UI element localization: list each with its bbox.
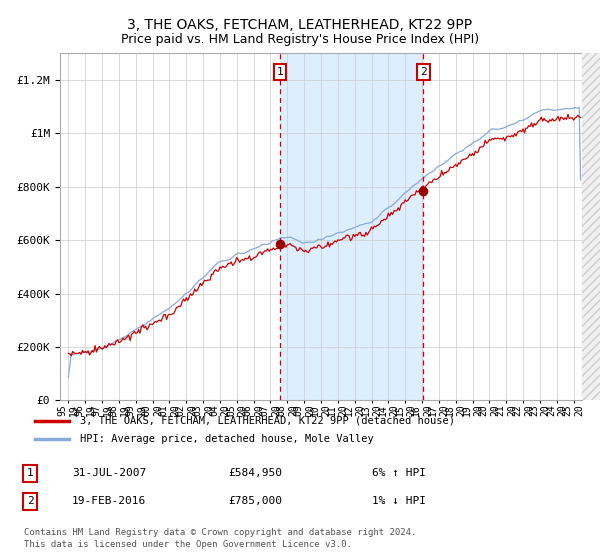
Text: £785,000: £785,000 [228, 496, 282, 506]
Text: 3, THE OAKS, FETCHAM, LEATHERHEAD, KT22 9PP: 3, THE OAKS, FETCHAM, LEATHERHEAD, KT22 … [127, 18, 473, 32]
Bar [280, 53, 424, 400]
Text: Price paid vs. HM Land Registry's House Price Index (HPI): Price paid vs. HM Land Registry's House … [121, 32, 479, 46]
Text: £584,950: £584,950 [228, 468, 282, 478]
Text: 19-FEB-2016: 19-FEB-2016 [72, 496, 146, 506]
Text: 1: 1 [26, 468, 34, 478]
Text: 6% ↑ HPI: 6% ↑ HPI [372, 468, 426, 478]
Text: 31-JUL-2007: 31-JUL-2007 [72, 468, 146, 478]
Text: HPI: Average price, detached house, Mole Valley: HPI: Average price, detached house, Mole… [80, 434, 374, 444]
Text: 3, THE OAKS, FETCHAM, LEATHERHEAD, KT22 9PP (detached house): 3, THE OAKS, FETCHAM, LEATHERHEAD, KT22 … [80, 416, 455, 426]
Text: 2: 2 [420, 67, 427, 77]
Text: 1: 1 [277, 67, 284, 77]
Text: 1% ↓ HPI: 1% ↓ HPI [372, 496, 426, 506]
Text: 2: 2 [26, 496, 34, 506]
Text: Contains HM Land Registry data © Crown copyright and database right 2024.
This d: Contains HM Land Registry data © Crown c… [24, 528, 416, 549]
